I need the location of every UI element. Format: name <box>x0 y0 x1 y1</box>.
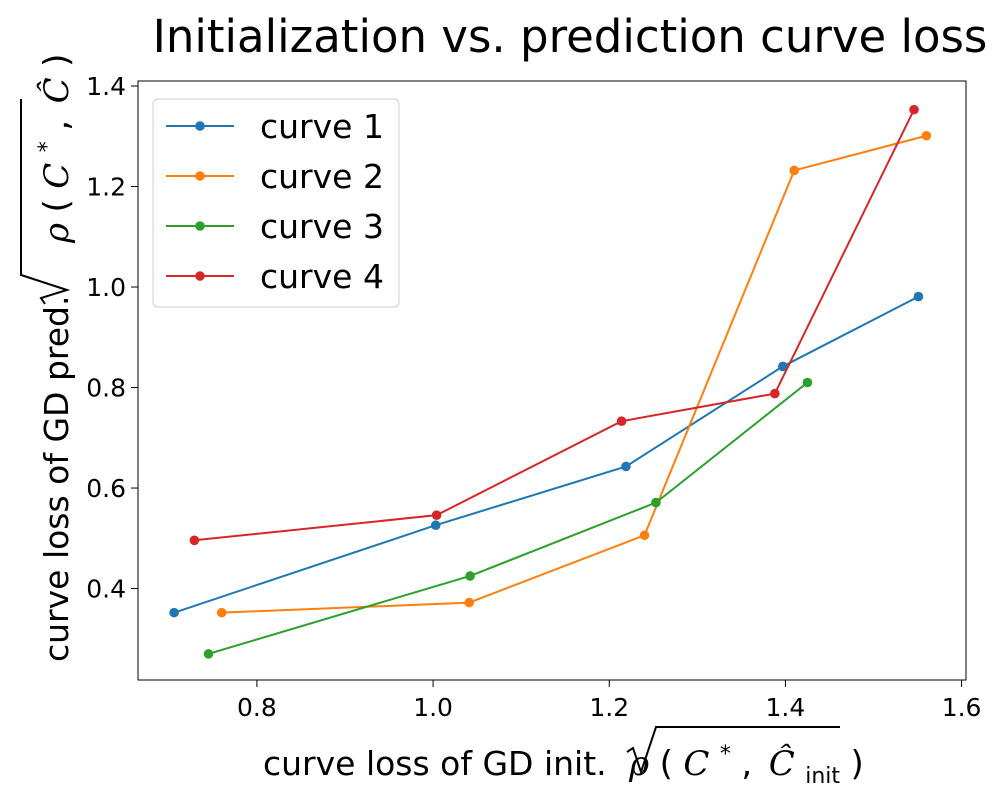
chart-title: Initialization vs. prediction curve loss <box>152 10 988 63</box>
svg-text:curve loss of GD init. ρ: curve loss of GD init. ρ ( C * , Ĉ init … <box>263 730 864 791</box>
data-point <box>621 461 631 472</box>
data-point <box>616 416 627 427</box>
series-layer <box>169 104 932 659</box>
legend-item: curve 2 <box>166 157 384 196</box>
y-axis-label-text: curve loss of GD pred. <box>37 296 76 662</box>
x-tick-label: 1.6 <box>942 693 982 722</box>
data-point <box>770 388 780 399</box>
data-point <box>639 530 650 541</box>
legend-marker <box>195 271 205 281</box>
data-point <box>216 607 227 618</box>
data-point <box>777 361 788 372</box>
legend: curve 1 curve 2 curve 3 curve 4 <box>152 98 400 308</box>
y-axis-label: curve loss of GD pred. ρ ( C * , Ĉ ) <box>20 54 77 662</box>
y-tick-label: 0.4 <box>86 575 126 604</box>
y-axis-sqrt-sign <box>20 99 71 305</box>
data-point <box>464 597 475 608</box>
y-tick-label: 0.6 <box>86 474 126 503</box>
series-line <box>173 295 919 614</box>
data-point <box>651 497 661 508</box>
plot-frame <box>137 80 967 681</box>
series-2 <box>216 130 932 618</box>
x-axis-sqrt-sign <box>626 726 840 776</box>
data-point <box>431 510 442 520</box>
y-tick-label: 1.2 <box>86 173 126 202</box>
legend-label: curve 3 <box>260 207 384 246</box>
legend-box <box>152 98 400 308</box>
y-axis-ticks: 0.4 0.6 0.8 1.0 1.2 1.4 <box>86 72 138 604</box>
x-tick-label: 1.4 <box>766 693 806 722</box>
x-axis-ticks: 0.8 1.0 1.2 1.4 1.6 <box>237 680 981 722</box>
y-tick-label: 1.0 <box>86 273 126 302</box>
legend-item: curve 1 <box>166 107 384 146</box>
legend-label: curve 4 <box>260 257 384 296</box>
legend-item: curve 4 <box>166 257 384 296</box>
data-point <box>921 130 932 141</box>
data-point <box>789 165 800 176</box>
legend-label: curve 1 <box>260 107 384 146</box>
x-tick-label: 0.8 <box>237 693 277 722</box>
svg-text:curve loss of GD pred. ρ: curve loss of GD pred. ρ ( C * , Ĉ ) <box>23 54 77 662</box>
data-point <box>465 571 475 581</box>
data-point <box>802 377 813 388</box>
y-tick-label: 1.4 <box>86 72 126 101</box>
legend-marker <box>195 171 205 181</box>
data-point <box>909 104 919 115</box>
series-1 <box>169 291 924 618</box>
series-4 <box>189 104 919 546</box>
data-point <box>189 535 200 546</box>
data-point <box>203 649 214 659</box>
legend-marker <box>195 221 205 231</box>
x-axis-label-text: curve loss of GD init. <box>263 744 607 783</box>
y-tick-label: 0.8 <box>86 374 126 403</box>
series-line <box>208 381 809 655</box>
legend-label: curve 2 <box>260 157 384 196</box>
legend-marker <box>195 121 205 131</box>
series-3 <box>203 377 813 659</box>
data-point <box>913 291 924 302</box>
data-point <box>430 520 441 531</box>
legend-item: curve 3 <box>166 207 384 246</box>
data-point <box>169 607 179 618</box>
x-tick-label: 1.2 <box>589 693 629 722</box>
x-tick-label: 1.0 <box>413 693 453 722</box>
x-axis-label: curve loss of GD init. ρ ( C * , Ĉ init … <box>263 726 864 791</box>
